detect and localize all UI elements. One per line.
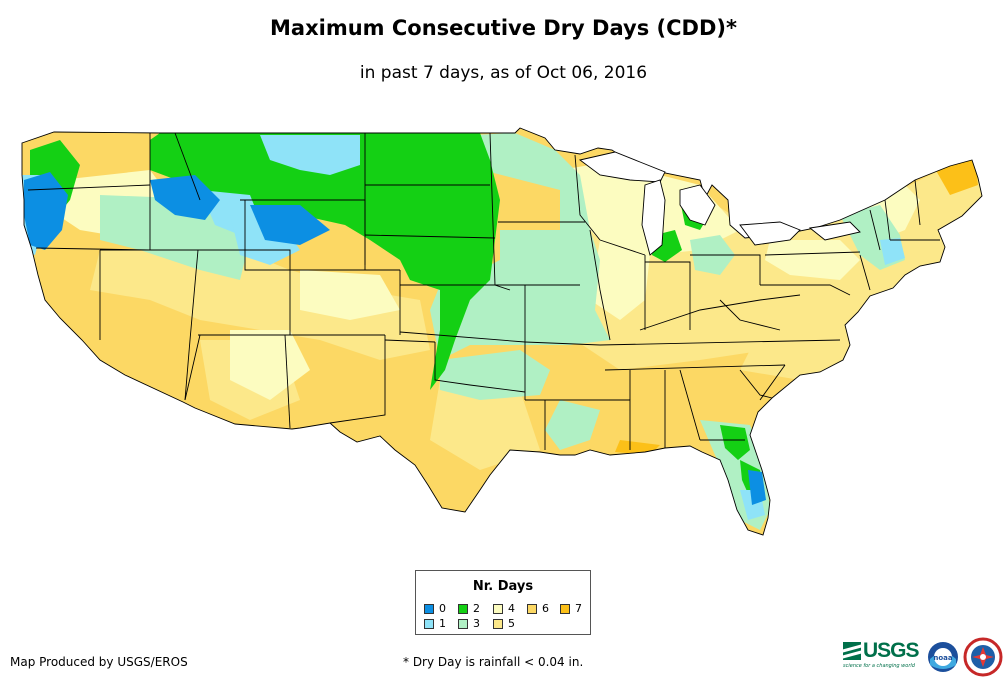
legend-swatch-4 <box>493 603 503 614</box>
legend-item-4: 4 <box>493 602 515 615</box>
legend-item-3: 3 <box>458 617 480 630</box>
legend-item-6: 6 <box>527 602 549 615</box>
legend-swatch-2 <box>458 603 468 614</box>
producer-credit: Map Produced by USGS/EROS <box>10 655 188 669</box>
legend-swatch-7 <box>560 603 570 614</box>
legend-label-5: 5 <box>508 617 515 630</box>
legend-item-0: 0 <box>424 602 446 615</box>
nws-logo-icon <box>963 637 1003 677</box>
legend-swatch-6 <box>527 603 537 614</box>
legend-swatch-5 <box>493 618 503 629</box>
noaa-logo-text: noaa <box>933 654 953 662</box>
legend-label-3: 3 <box>473 617 480 630</box>
map-subtitle: in past 7 days, as of Oct 06, 2016 <box>359 63 648 83</box>
legend-swatch-1 <box>424 618 434 629</box>
legend-swatch-3 <box>458 618 468 629</box>
legend-box: Nr. Days 0 1 2 3 4 5 6 7 <box>415 570 591 635</box>
usgs-tagline: science for a changing world <box>843 663 915 669</box>
legend-title: Nr. Days <box>472 579 534 594</box>
legend-item-5: 5 <box>493 617 515 630</box>
legend-swatch-0 <box>424 603 434 614</box>
usgs-wave-icon <box>843 642 861 660</box>
legend-item-2: 2 <box>458 602 480 615</box>
legend-label-1: 1 <box>439 617 446 630</box>
legend-label-4: 4 <box>508 602 515 615</box>
legend-label-7: 7 <box>575 602 582 615</box>
map-title: Maximum Consecutive Dry Days (CDD)* <box>270 16 737 40</box>
legend-item-1: 1 <box>424 617 446 630</box>
legend-item-7: 7 <box>560 602 582 615</box>
legend-label-6: 6 <box>542 602 549 615</box>
legend-label-2: 2 <box>473 602 480 615</box>
usgs-logo: USGS science for a changing world <box>843 639 920 669</box>
noaa-logo-icon: noaa <box>928 642 958 672</box>
legend-label-0: 0 <box>439 602 446 615</box>
dry-day-footnote: * Dry Day is rainfall < 0.04 in. <box>403 655 584 669</box>
usgs-logo-text: USGS <box>863 639 920 662</box>
